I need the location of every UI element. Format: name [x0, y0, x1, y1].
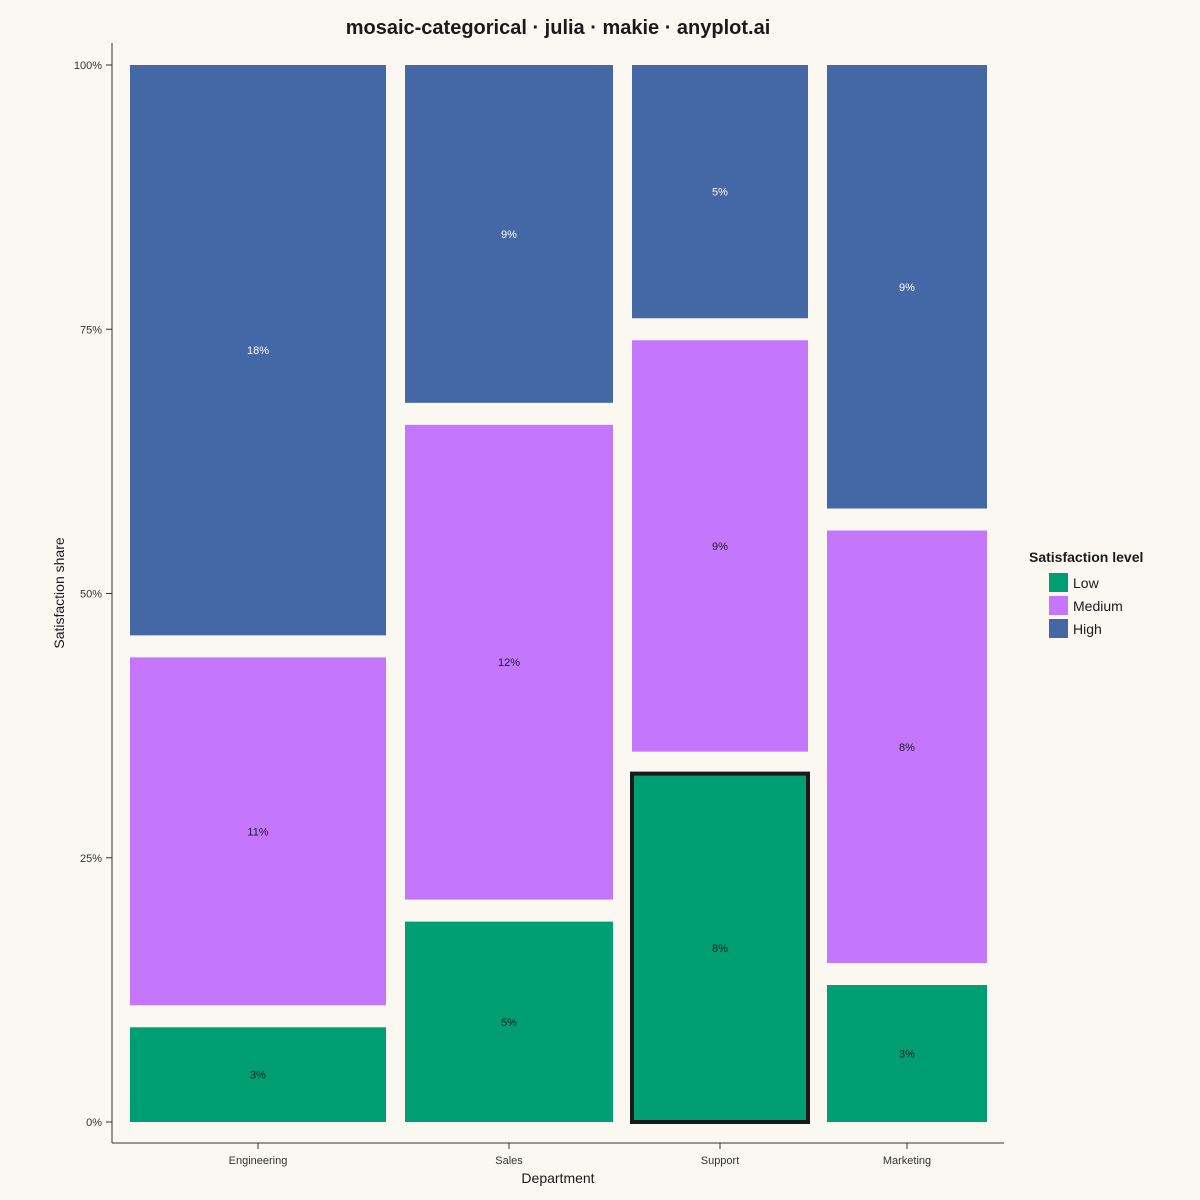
cell-sales-medium	[405, 424, 613, 900]
legend: Satisfaction level Low Medium High	[1029, 549, 1143, 638]
legend-label-low: Low	[1073, 575, 1100, 591]
y-tick-label: 0%	[86, 1117, 102, 1129]
x-ticks: Engineering Sales Support Marketing	[229, 1143, 931, 1167]
cell-marketing-high	[827, 65, 987, 509]
cell-label: 18%	[247, 345, 269, 357]
cell-label: 8%	[712, 943, 728, 955]
cell-sales-high	[405, 65, 613, 403]
cell-label: 9%	[501, 229, 517, 241]
legend-swatch-low	[1049, 573, 1068, 592]
legend-title: Satisfaction level	[1029, 549, 1143, 565]
cell-support-low	[630, 771, 810, 1124]
x-tick-label: Marketing	[883, 1155, 931, 1167]
x-axis-label: Department	[521, 1170, 594, 1186]
cell-engineering-high	[130, 65, 386, 636]
legend-swatch-medium	[1049, 596, 1068, 615]
cell-sales-low	[405, 921, 613, 1122]
mosaic-cells: 3% 11% 18% 5% 12% 9% 8% 9% 5% 3% 8% 9%	[130, 65, 987, 1124]
chart-title: mosaic-categorical · julia · makie · any…	[346, 17, 771, 39]
cell-label: 12%	[498, 657, 520, 669]
cell-label: 3%	[250, 1070, 266, 1082]
legend-swatch-high	[1049, 619, 1068, 638]
y-axis-label: Satisfaction share	[51, 537, 67, 648]
y-tick-label: 25%	[80, 853, 102, 865]
cell-marketing-low	[827, 985, 987, 1122]
cell-engineering-low	[130, 1027, 386, 1122]
legend-label-medium: Medium	[1073, 598, 1123, 614]
cell-label: 5%	[712, 187, 728, 199]
cell-support-medium	[632, 340, 808, 752]
x-tick-label: Engineering	[229, 1155, 288, 1167]
y-tick-label: 50%	[80, 589, 102, 601]
cell-label: 9%	[899, 282, 915, 294]
cell-engineering-medium	[130, 657, 386, 1006]
x-tick-label: Sales	[495, 1155, 523, 1167]
cell-label: 11%	[247, 826, 268, 838]
x-tick-label: Support	[701, 1155, 740, 1167]
legend-label-high: High	[1073, 621, 1102, 637]
cell-marketing-medium	[827, 530, 987, 964]
y-tick-label: 100%	[74, 60, 102, 72]
cell-label: 5%	[501, 1017, 517, 1029]
cell-label: 3%	[899, 1049, 915, 1061]
y-ticks: 0% 25% 50% 75% 100%	[74, 60, 112, 1129]
cell-label: 9%	[712, 541, 728, 553]
cell-support-high	[632, 65, 808, 319]
y-tick-label: 75%	[80, 324, 102, 336]
cell-label: 8%	[899, 742, 915, 754]
